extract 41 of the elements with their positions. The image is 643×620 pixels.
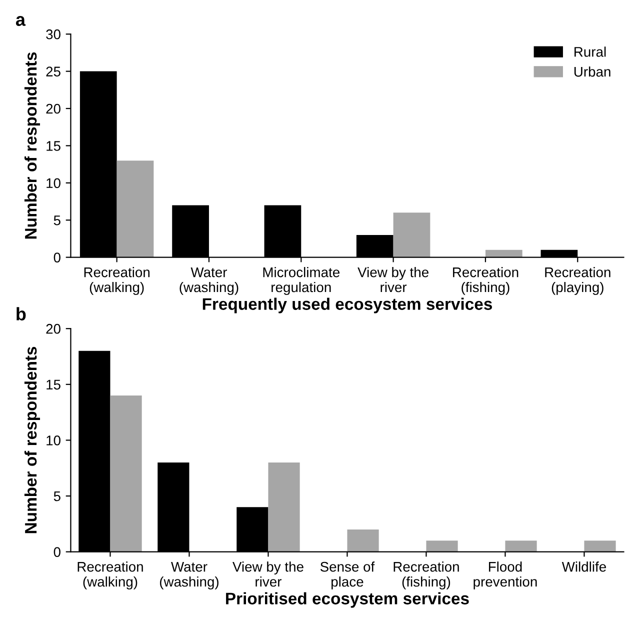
chart-title: b bbox=[16, 307, 26, 320]
bar bbox=[347, 529, 379, 552]
x-axis-title: Frequently used ecosystem services bbox=[202, 298, 492, 314]
y-tick-label: 15 bbox=[46, 380, 60, 390]
bar bbox=[584, 540, 616, 552]
chart-title: a bbox=[16, 16, 26, 26]
x-tick-label: Flood prevention bbox=[474, 562, 537, 590]
y-tick-label: 5 bbox=[54, 491, 60, 502]
y-axis-title: Number of respondents bbox=[24, 346, 40, 534]
x-tick-label: View by the river bbox=[232, 562, 304, 587]
x-tick-label: Recreation (fishing) bbox=[394, 562, 459, 590]
y-tick-label: 0 bbox=[54, 252, 60, 262]
x-tick-label: Recreation (playing) bbox=[545, 267, 610, 295]
x-tick-label: Water (washing) bbox=[160, 562, 218, 590]
y-tick-label: 10 bbox=[46, 436, 60, 446]
x-tick-label: View by the river bbox=[358, 267, 428, 292]
y-tick-label: 10 bbox=[46, 178, 60, 188]
x-tick-label: Sense of place bbox=[320, 562, 375, 590]
y-tick-label: 15 bbox=[46, 141, 60, 151]
legend-label: Urban bbox=[574, 66, 610, 77]
y-tick-label: 0 bbox=[54, 547, 60, 557]
bar bbox=[110, 396, 142, 552]
y-tick-label: 20 bbox=[46, 104, 60, 114]
bar bbox=[116, 160, 154, 258]
y-tick-label: 5 bbox=[54, 216, 60, 226]
y-tick-label: 20 bbox=[46, 324, 60, 334]
y-tick-label: 25 bbox=[46, 66, 60, 76]
bar bbox=[393, 212, 430, 258]
x-tick-label: Microclimate regulation bbox=[263, 267, 340, 295]
bar bbox=[426, 540, 458, 552]
bar bbox=[268, 462, 300, 552]
x-axis-title: Prioritised ecosystem services bbox=[226, 592, 469, 608]
x-tick-label: Recreation (fishing) bbox=[453, 267, 518, 295]
x-tick-label: Recreation (walking) bbox=[84, 267, 150, 295]
bar bbox=[505, 540, 537, 552]
y-axis-title: Number of respondents bbox=[24, 52, 40, 239]
x-tick-label: Water (washing) bbox=[180, 268, 238, 295]
y-tick-label: 30 bbox=[46, 29, 60, 40]
legend-label: Rural bbox=[574, 46, 606, 57]
x-tick-label: Recreation (walking) bbox=[78, 562, 143, 590]
x-tick-label: Wildlife bbox=[562, 562, 606, 572]
